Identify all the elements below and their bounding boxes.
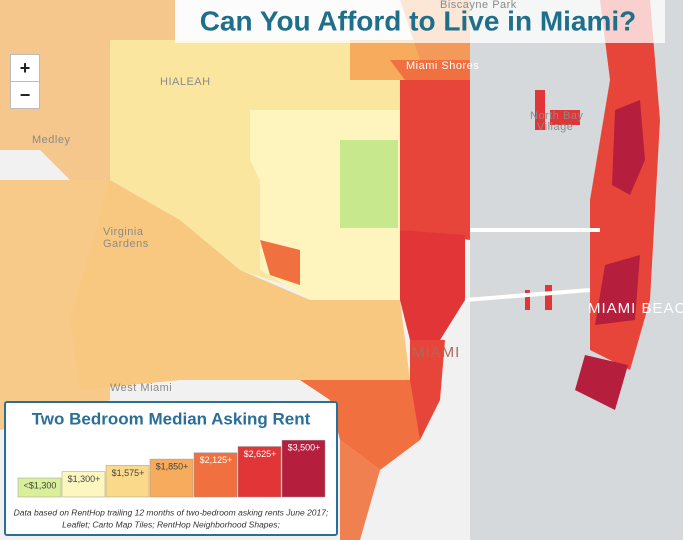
legend-label: $1,300+ [68,474,101,484]
legend-swatch [17,477,62,498]
place-label: Miami Shores [406,60,479,72]
legend-swatch [105,465,150,498]
district [400,80,470,240]
place-label: MIAMI BEACH [588,300,683,317]
district [340,140,398,228]
legend-swatch [149,458,194,498]
legend-title: Two Bedroom Median Asking Rent [32,409,311,428]
district [0,0,175,180]
district [260,240,300,285]
legend-label: $1,575+ [112,468,145,478]
legend-swatch [193,452,238,498]
district [400,230,465,340]
beach [595,255,640,325]
legend-label: <$1,300 [24,480,57,490]
legend-label: $2,125+ [200,455,233,465]
district [340,440,380,540]
beach [575,355,628,410]
island [545,285,552,310]
place-label: Village [537,121,573,133]
legend-note: Leaflet; Carto Map Tiles; RentHop Neighb… [62,519,280,529]
district [300,380,420,470]
legend-swatch [281,439,326,498]
legend-label: $3,500+ [288,443,321,453]
place-label: Gardens [103,238,149,250]
legend-note: Data based on RentHop trailing 12 months… [14,507,329,517]
beach [612,100,645,195]
place-label: HIALEAH [160,76,211,88]
place-label: Medley [32,134,70,146]
place-label: Biscayne Park [440,0,517,11]
causeway [464,288,591,302]
island [550,110,580,125]
place-label: West Miami [110,382,172,394]
island [535,90,545,130]
zoom-in[interactable]: + [10,54,40,82]
district [410,340,445,440]
legend-label: $2,625+ [244,449,277,459]
legend: Two Bedroom Median Asking Rent Data base… [4,401,338,536]
title: Can You Afford to Live in Miami? [200,5,637,36]
zoom-out[interactable]: − [10,81,40,109]
legend-swatch [237,446,282,498]
title-box [175,0,665,43]
legend-label: $1,850+ [156,461,189,471]
legend-swatch [61,471,106,498]
place-label: North Bay [530,110,583,122]
district [70,180,410,390]
place-label: Virginia [103,226,144,238]
place-label: MIAMI [412,344,460,361]
district [250,40,400,110]
